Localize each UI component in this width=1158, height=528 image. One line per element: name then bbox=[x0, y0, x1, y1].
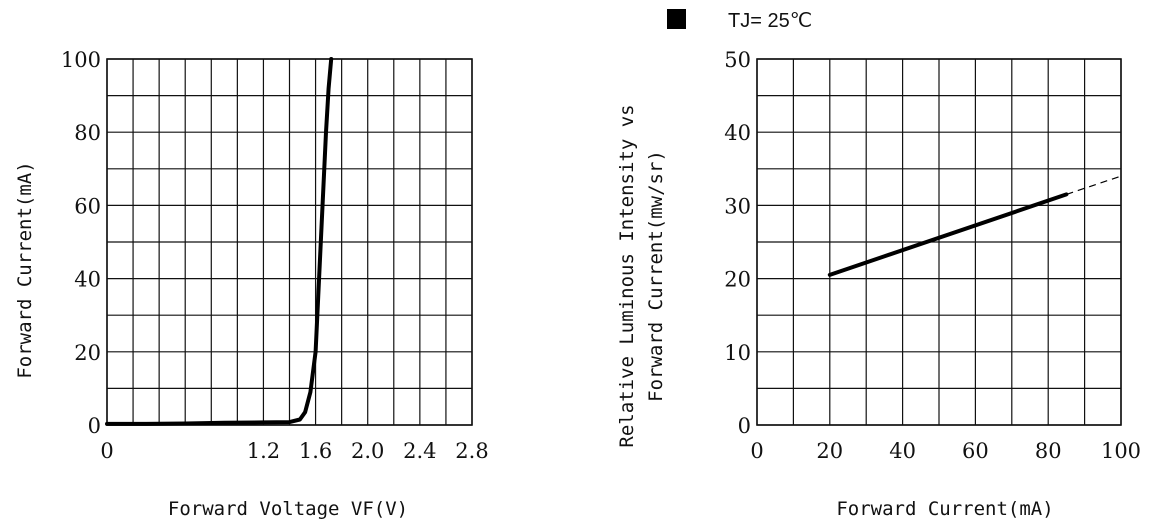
plot-frame bbox=[106, 58, 473, 426]
y-tick-label: 20 bbox=[724, 268, 751, 292]
y-axis-title-line-2: Forward Current(mw/sr) bbox=[645, 150, 667, 402]
forward-voltage-chart: 0 1.2 1.6 2.0 2.4 2.8 0 20 40 60 80 100 Forward Vol… bbox=[14, 48, 489, 520]
x-axis-title: Forward Current(mA) bbox=[836, 498, 1053, 520]
series-line-extrapolated bbox=[1066, 175, 1122, 195]
legend: TJ= 25℃ bbox=[667, 9, 812, 32]
x-tick-label: 1.2 bbox=[247, 439, 280, 463]
y-axis-title: Forward Current(mA) bbox=[14, 161, 36, 378]
x-tick-label: 60 bbox=[962, 439, 989, 463]
x-tick-label: 2.4 bbox=[403, 439, 436, 463]
y-tick-label: 100 bbox=[61, 48, 101, 72]
y-tick-label: 60 bbox=[74, 194, 101, 218]
x-tick-label: 0 bbox=[100, 439, 113, 463]
y-tick-label: 0 bbox=[88, 414, 101, 438]
x-tick-label: 1.6 bbox=[299, 439, 332, 463]
x-tick-label: 40 bbox=[889, 439, 916, 463]
y-tick-label: 0 bbox=[738, 414, 751, 438]
x-tick-label: 0 bbox=[750, 439, 763, 463]
y-tick-label: 80 bbox=[74, 121, 101, 145]
plot-frame bbox=[756, 58, 1122, 426]
y-tick-label: 40 bbox=[74, 268, 101, 292]
y-tick-label: 30 bbox=[724, 194, 751, 218]
series-line bbox=[827, 192, 1069, 277]
y-tick-label: 40 bbox=[724, 121, 751, 145]
x-tick-label: 80 bbox=[1035, 439, 1062, 463]
legend-marker bbox=[667, 9, 686, 29]
legend-label: TJ= 25℃ bbox=[728, 10, 812, 32]
x-axis-title: Forward Voltage VF(V) bbox=[168, 498, 408, 520]
y-tick-label: 20 bbox=[74, 341, 101, 365]
y-tick-label: 50 bbox=[724, 48, 751, 72]
luminous-intensity-chart: 0 20 40 60 80 100 0 10 20 30 40 50 Forward Current(… bbox=[616, 48, 1141, 520]
y-tick-label: 10 bbox=[724, 341, 751, 365]
x-tick-label: 20 bbox=[816, 439, 843, 463]
x-tick-label: 2.0 bbox=[351, 439, 384, 463]
series-line bbox=[105, 57, 334, 426]
x-tick-label: 100 bbox=[1101, 439, 1141, 463]
y-axis-title-line-1: Relative Luminous Intensity vs bbox=[616, 104, 638, 447]
x-tick-label: 2.8 bbox=[455, 439, 488, 463]
